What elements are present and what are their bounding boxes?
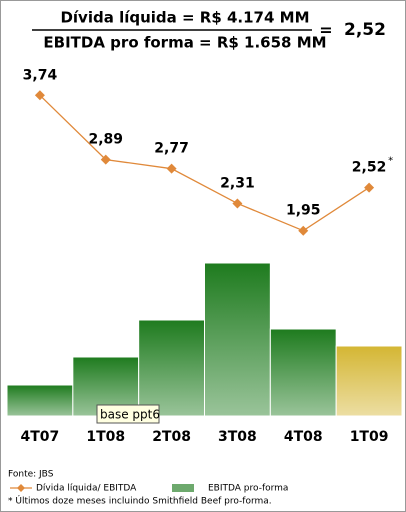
data-label: 2,89 — [88, 132, 123, 148]
data-label: 2,77 — [154, 141, 189, 157]
x-tick-label: 3T08 — [218, 429, 257, 445]
bar — [335, 345, 403, 417]
formula-numerator: Dívida líquida = R$ 4.174 MM — [60, 9, 309, 27]
tooltip: base ppt6 — [100, 408, 160, 422]
data-label: 3,74 — [23, 67, 58, 83]
data-label: 2,52 — [352, 160, 387, 176]
data-label: 2,31 — [220, 175, 255, 191]
legend-swatch — [172, 484, 194, 492]
line — [39, 94, 370, 232]
bar — [269, 328, 337, 417]
marker — [100, 154, 111, 165]
bar — [6, 384, 74, 417]
marker — [166, 163, 177, 174]
bar — [138, 319, 206, 417]
marker — [34, 90, 45, 101]
formula-equals: = — [319, 21, 332, 40]
x-tick-label: 1T09 — [350, 429, 389, 445]
source: Fonte: JBS — [8, 470, 54, 480]
x-tick-label: 4T08 — [284, 429, 323, 445]
annotation: * — [388, 156, 393, 167]
x-tick-label: 2T08 — [152, 429, 191, 445]
bar — [204, 262, 271, 417]
footnote: * Últimos doze meses incluindo Smithfiel… — [8, 495, 272, 507]
data-label: 1,95 — [286, 203, 321, 219]
x-tick-label: 4T07 — [21, 429, 60, 445]
marker — [364, 182, 375, 193]
tooltip-box — [96, 404, 160, 424]
x-tick-label: 1T08 — [86, 429, 125, 445]
legend-label: Dívida líquida/ EBITDA — [36, 484, 137, 494]
formula-denominator: EBITDA pro forma = R$ 1.658 MM — [43, 34, 326, 52]
formula-result: 2,52 — [344, 20, 386, 40]
marker — [298, 225, 309, 236]
legend-marker — [17, 484, 25, 492]
marker — [232, 198, 243, 209]
legend-label: EBITDA pro-forma — [208, 484, 288, 494]
